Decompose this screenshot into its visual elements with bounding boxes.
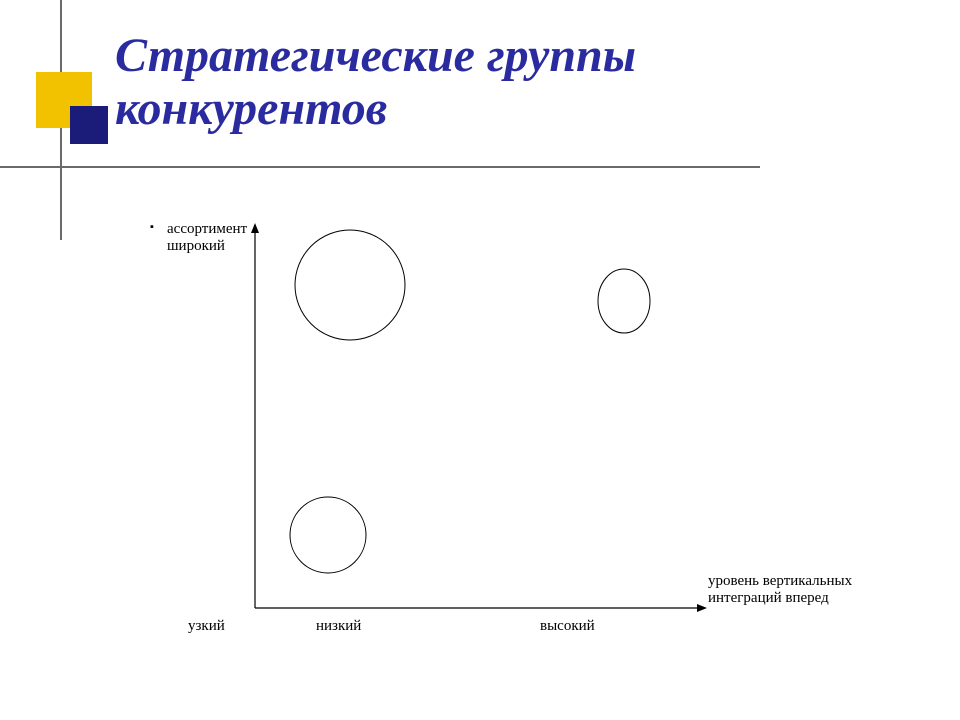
slide: Стратегические группы конкурентов ▪ ассо… [0, 0, 960, 720]
title-line2: конкурентов [115, 82, 387, 135]
decor-line-horizontal [0, 166, 760, 168]
title-line1: Стратегические группы [115, 29, 636, 82]
slide-title: Стратегические группы конкурентов [115, 30, 636, 136]
decor-square-navy [70, 106, 108, 144]
diagram-svg [140, 215, 860, 655]
strategic-groups-diagram: ▪ ассортимент широкий узкий низкий высок… [140, 215, 860, 655]
